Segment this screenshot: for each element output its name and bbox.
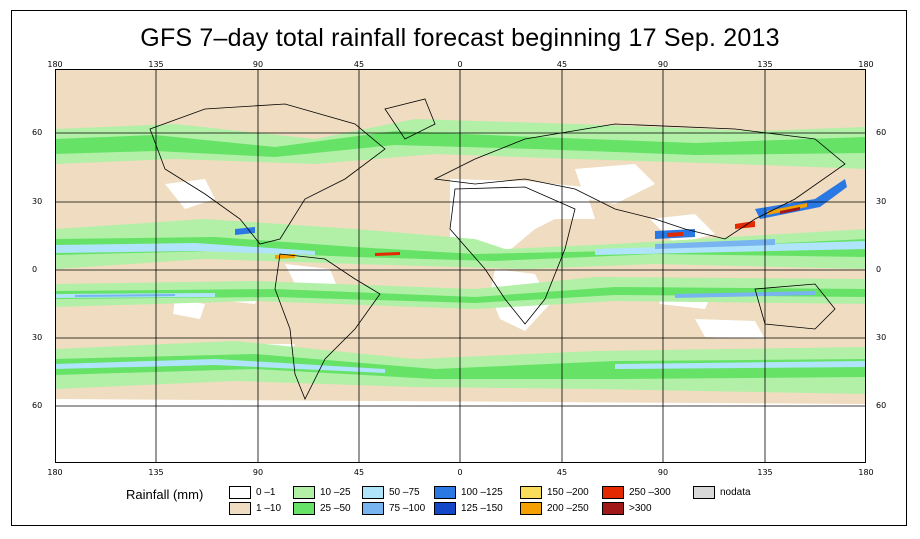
legend-label: 100 –125 [461,486,503,498]
legend-label: 50 –75 [389,486,420,498]
lon-tick-bottom-45w: 45 [353,468,365,477]
legend-item: 0 –1 [229,485,275,499]
graticule [55,69,866,463]
band-50-75 [55,241,866,373]
lon-tick-top-180w: 180 [47,60,63,69]
lon-tick-top-135e: 135 [757,60,773,69]
legend-label: 200 –250 [547,502,589,514]
legend-item: 1 –10 [229,501,281,515]
lat-tick-left-60s: 60 [32,401,43,410]
band-75-100 [75,239,815,298]
legend-swatch [293,501,315,515]
lat-tick-right-30s: 30 [876,333,887,342]
lat-tick-right-60s: 60 [876,401,887,410]
legend-label: 125 –150 [461,502,503,514]
legend-item: 75 –100 [362,501,425,515]
legend-swatch [602,485,624,499]
legend-label: 75 –100 [389,502,426,514]
legend-label: 150 –200 [547,486,589,498]
legend-swatch [693,485,715,499]
lon-tick-bottom-135e: 135 [757,468,773,477]
legend-label: 1 –10 [256,502,282,514]
map-border [55,69,866,463]
legend-item: 50 –75 [362,485,420,499]
legend-item: 25 –50 [293,501,351,515]
coastlines [149,98,846,400]
legend-swatch [229,485,251,499]
lon-tick-bottom-180w: 180 [47,468,63,477]
lon-tick-top-0: 0 [457,60,463,69]
lon-tick-top-180e: 180 [858,60,874,69]
lon-tick-bottom-180e: 180 [858,468,874,477]
lon-tick-top-135w: 135 [148,60,164,69]
lon-tick-top-90e: 90 [657,60,669,69]
legend-swatch [229,501,251,515]
legend-label: 0 –1 [256,486,276,498]
lon-tick-bottom-90e: 90 [657,468,669,477]
legend-label: >300 [629,502,652,514]
figure-frame [11,10,907,526]
lat-tick-left-0: 0 [32,265,38,274]
lat-tick-right-0: 0 [876,265,882,274]
lat-tick-left-30s: 30 [32,333,43,342]
legend-item: nodata [693,485,751,499]
heavy-rain-areas [235,179,847,259]
legend-swatch [293,485,315,499]
lat-tick-left-30n: 30 [32,197,43,206]
legend-swatch [362,485,384,499]
lon-tick-top-90w: 90 [252,60,264,69]
lon-tick-bottom-0: 0 [457,468,463,477]
lat-tick-left-60n: 60 [32,128,43,137]
legend-label: 250 –300 [629,486,671,498]
rainfall-map [55,69,866,463]
legend-item: >300 [602,501,652,515]
legend-swatch [434,501,456,515]
lon-tick-bottom-90w: 90 [252,468,264,477]
legend-title: Rainfall (mm) [126,487,204,502]
legend-item: 250 –300 [602,485,671,499]
lat-tick-right-30n: 30 [876,197,887,206]
legend-item: 150 –200 [520,485,589,499]
legend-swatch [602,501,624,515]
legend-swatch [434,485,456,499]
lon-tick-bottom-45e: 45 [556,468,568,477]
legend-item: 100 –125 [434,485,503,499]
legend-item: 125 –150 [434,501,503,515]
legend-swatch [520,485,542,499]
legend-item: 10 –25 [293,485,351,499]
map-title: GFS 7–day total rainfall forecast beginn… [140,24,780,52]
legend-label: nodata [720,486,751,498]
legend-swatch [520,501,542,515]
legend-item: 200 –250 [520,501,589,515]
lon-tick-top-45e: 45 [556,60,568,69]
legend-swatch [362,501,384,515]
lat-tick-right-60n: 60 [876,128,887,137]
legend-label: 25 –50 [320,502,351,514]
legend-label: 10 –25 [320,486,351,498]
lon-tick-top-45w: 45 [353,60,365,69]
lon-tick-bottom-135w: 135 [148,468,164,477]
